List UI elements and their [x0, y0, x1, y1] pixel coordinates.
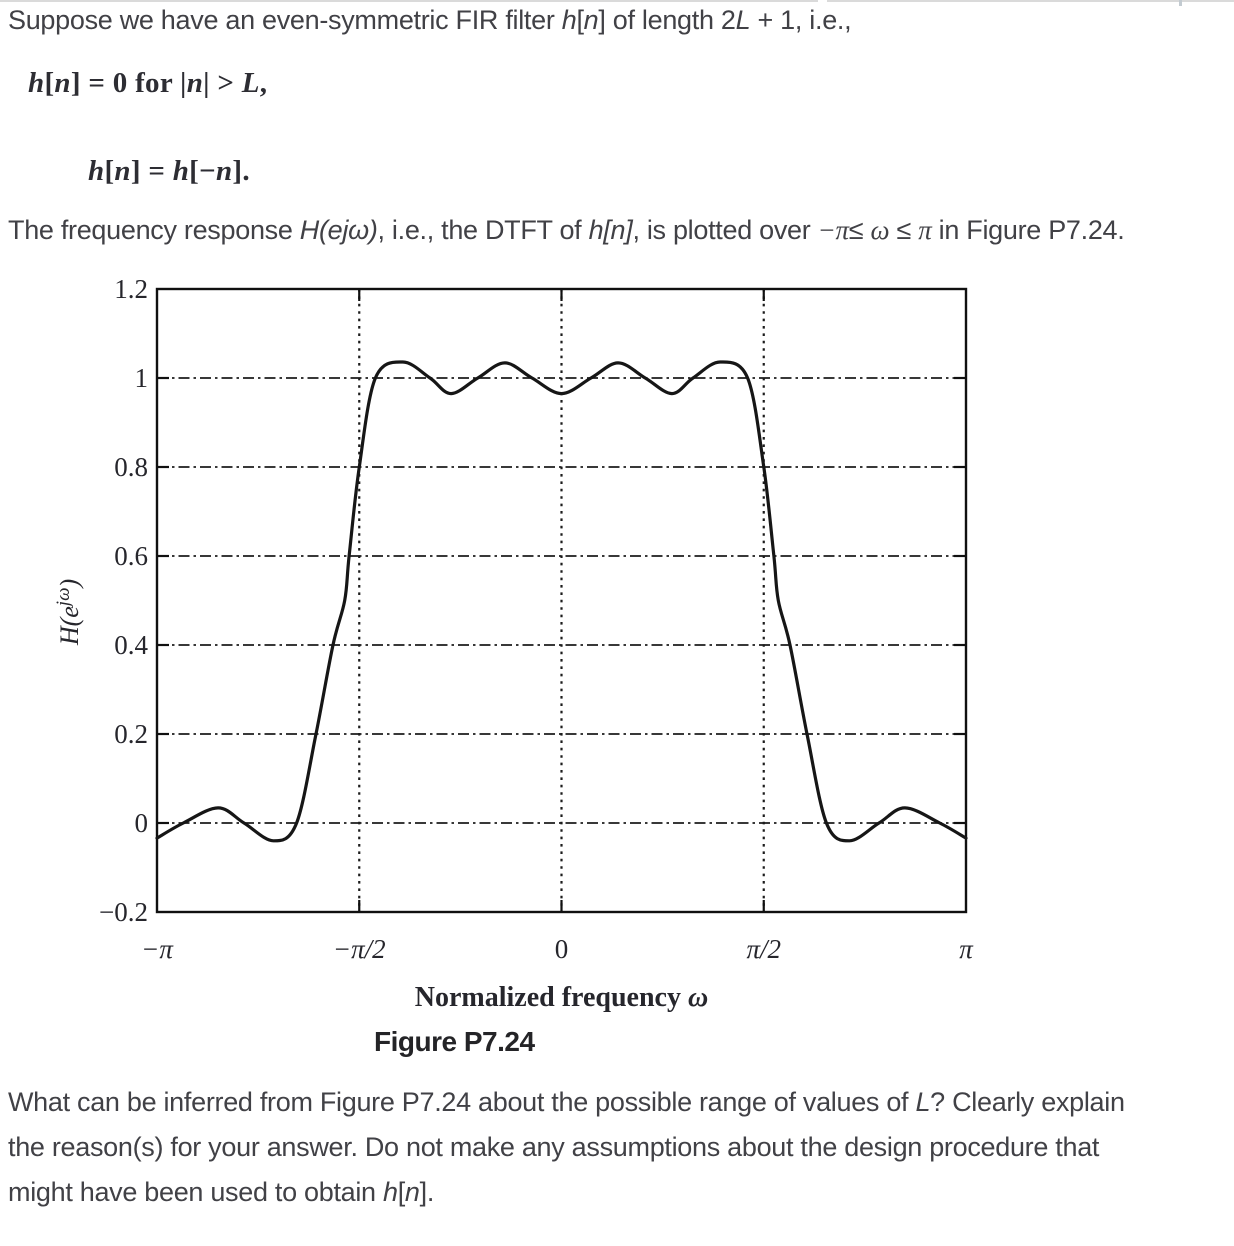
- text-run: n: [215, 155, 233, 187]
- text-run: Normalized frequency: [415, 982, 688, 1013]
- text-run: + 1, i.e.,: [750, 5, 852, 35]
- text-run: The frequency response: [8, 215, 300, 245]
- x-tick-labels: −π −π/2 0 π/2 π: [141, 934, 974, 964]
- y-tick-label: 1: [135, 363, 149, 393]
- y-tick-label: 0.6: [114, 541, 148, 571]
- text-run: ≤: [848, 215, 871, 245]
- top-divider-stub: [1179, 0, 1182, 6]
- text-run: H: [55, 625, 84, 646]
- text-run: n: [583, 5, 599, 35]
- text-run: ω: [870, 215, 890, 245]
- question-text: What can be inferred from Figure P7.24 a…: [8, 1087, 1228, 1222]
- text-run: , is plotted over: [632, 215, 818, 245]
- text-run: [: [104, 155, 115, 187]
- figure-caption: Figure P7.24: [374, 1026, 535, 1057]
- text-run: ,: [259, 67, 268, 99]
- x-tick-label: π: [959, 934, 974, 964]
- text-run: [: [576, 5, 584, 35]
- text-run: [: [397, 1177, 406, 1207]
- plot-border: [155, 287, 968, 914]
- question-line-3: might have been used to obtain h[n].: [8, 1177, 1228, 1222]
- y-tick-labels: 1.2 1 0.8 0.6 0.4 0.2 0 −0.2: [99, 274, 148, 927]
- text-run: jω: [53, 587, 74, 609]
- text-run: h: [561, 5, 577, 35]
- text-run: ] =: [130, 155, 173, 187]
- text-run: ≤: [889, 215, 919, 245]
- intro-text: Suppose we have an even-symmetric FIR fi…: [8, 5, 852, 36]
- text-run: ].: [232, 155, 250, 187]
- text-run: h: [88, 155, 105, 187]
- text-run: ].: [419, 1177, 435, 1207]
- text-run: ω: [688, 982, 708, 1013]
- y-tick-label: −0.2: [99, 897, 148, 927]
- text-run: [−: [189, 155, 216, 187]
- top-divider: [0, 0, 1234, 2]
- grid: [157, 289, 966, 912]
- y-tick-label: 0.2: [114, 719, 148, 749]
- x-tick-label: 0: [555, 934, 569, 964]
- text-run: π: [918, 215, 932, 245]
- text-run: L: [915, 1087, 931, 1117]
- text-run: | >: [203, 67, 242, 99]
- text-run: [: [44, 67, 55, 99]
- text-run: h: [28, 67, 45, 99]
- text-run: n: [186, 67, 204, 99]
- text-run: L: [735, 5, 751, 35]
- y-tick-label: 0.8: [114, 452, 148, 482]
- text-run: h: [382, 1177, 398, 1207]
- x-axis-title: Normalized frequency ω: [415, 982, 708, 1013]
- frequency-response-text: The frequency response H(ejω), i.e., the…: [8, 215, 1125, 246]
- y-tick-label: 0: [135, 808, 149, 838]
- text-run: H(ejω): [299, 215, 378, 245]
- equation-h-support: h[n] = 0 for |n| > L,: [28, 67, 267, 100]
- question-line-2: the reason(s) for your answer. Do not ma…: [8, 1132, 1228, 1177]
- y-tick-label: 1.2: [114, 274, 148, 304]
- text-run: Suppose we have an even-symmetric FIR fi…: [8, 5, 562, 35]
- equation-h-symmetry: h[n] = h[−n].: [88, 155, 250, 188]
- text-run: of length 2: [605, 5, 736, 35]
- axis-ticks: [157, 289, 966, 912]
- text-run: might have been used to obtain: [8, 1177, 383, 1207]
- text-run: ] = 0 for |: [70, 67, 187, 99]
- x-tick-label: −π/2: [333, 934, 386, 964]
- frequency-response-curve: [155, 360, 968, 843]
- text-run: n: [54, 67, 71, 99]
- y-tick-label: 0.4: [114, 630, 148, 660]
- top-divider-gap: [818, 0, 827, 2]
- text-run: in Figure P7.24.: [931, 215, 1125, 245]
- text-run: −π: [817, 215, 849, 245]
- text-run: , i.e., the DTFT of: [377, 215, 589, 245]
- x-tick-label: π/2: [746, 934, 781, 964]
- y-axis-title: H(ejω): [53, 579, 84, 646]
- text-run: n: [404, 1177, 420, 1207]
- text-run: h[n]: [588, 215, 633, 245]
- text-run: ]: [598, 5, 606, 35]
- text-run: ? Clearly explain: [930, 1087, 1125, 1117]
- text-run: ): [55, 579, 84, 590]
- text-run: L: [241, 67, 260, 99]
- text-run: What can be inferred from Figure P7.24 a…: [8, 1087, 916, 1117]
- x-tick-label: −π: [141, 934, 174, 964]
- text-run: n: [114, 155, 131, 187]
- frequency-response-chart: 1.2 1 0.8 0.6 0.4 0.2 0 −0.2 −π −π/2 0 π/2 π Normaliz…: [53, 274, 974, 1013]
- text-run: the reason(s) for your answer. Do not ma…: [8, 1132, 1100, 1162]
- question-line-1: What can be inferred from Figure P7.24 a…: [8, 1087, 1228, 1132]
- text-run: h: [172, 155, 190, 187]
- text-run: (e: [55, 606, 84, 626]
